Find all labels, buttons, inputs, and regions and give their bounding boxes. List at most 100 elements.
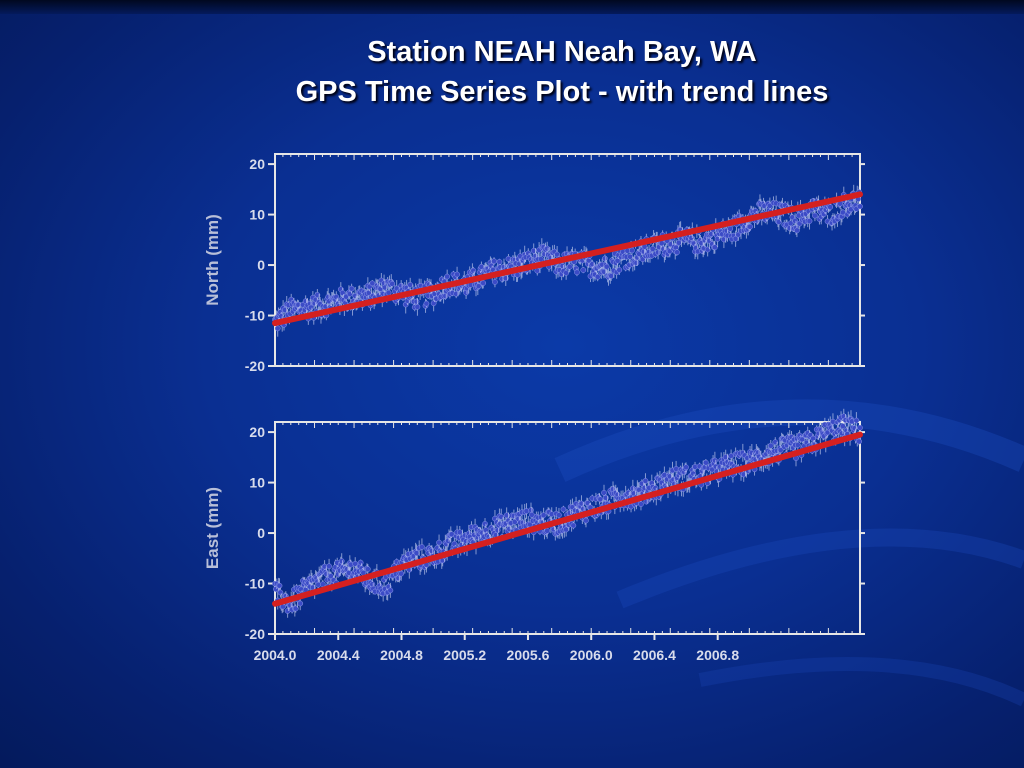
data-point — [528, 507, 534, 513]
data-point — [559, 263, 566, 269]
chart-panel-east: 20 10 0 -10 -20 East (mm) 2004.0 2004.4 2004.8 20… — [203, 408, 865, 663]
data-point — [364, 566, 371, 572]
data-point — [810, 435, 816, 442]
data-point — [498, 514, 505, 520]
data-point — [338, 558, 345, 564]
data-point — [603, 263, 610, 270]
data-point — [428, 548, 435, 554]
y-tick-label-east: 0 — [257, 525, 265, 541]
data-point — [563, 270, 569, 276]
x-tick-label: 2004.8 — [380, 647, 423, 663]
data-point — [274, 325, 281, 332]
data-point — [840, 423, 846, 430]
y-tick-label-north: 0 — [257, 257, 265, 273]
data-points-east — [272, 408, 863, 618]
data-point — [655, 249, 661, 256]
data-point — [594, 274, 601, 280]
data-point — [642, 478, 649, 484]
data-point — [683, 464, 689, 471]
y-axis-label-north: North (mm) — [203, 214, 222, 306]
x-tick-label: 2006.0 — [570, 647, 613, 663]
data-point — [856, 438, 862, 445]
data-point — [799, 436, 806, 443]
data-point — [382, 284, 388, 291]
data-point — [714, 236, 721, 242]
data-point — [722, 454, 729, 460]
y-tick-label-east: -10 — [245, 576, 265, 592]
data-point — [414, 304, 421, 310]
data-point — [308, 304, 314, 311]
data-point — [297, 600, 304, 607]
x-tick-label: 2004.0 — [254, 647, 297, 663]
slide-title-line-1: Station NEAH Neah Bay, WA — [367, 36, 757, 68]
data-point — [544, 527, 551, 534]
data-point — [398, 570, 405, 577]
data-point — [451, 541, 458, 547]
slide-title-line-2: GPS Time Series Plot - with trend lines — [295, 76, 829, 108]
data-point — [387, 587, 394, 594]
x-tick-label: 2005.6 — [507, 647, 550, 663]
data-point — [413, 550, 420, 556]
y-tick-label-north: 10 — [249, 207, 265, 223]
data-point — [570, 522, 577, 529]
data-point — [633, 259, 640, 266]
trend-line-north — [272, 191, 863, 327]
data-point — [772, 439, 779, 446]
data-point — [357, 559, 364, 566]
data-point — [703, 459, 709, 466]
data-point — [385, 289, 392, 296]
data-point — [326, 563, 332, 570]
data-point — [339, 290, 346, 296]
data-point — [482, 521, 488, 527]
data-point — [277, 589, 284, 596]
data-point — [436, 539, 442, 546]
data-point — [456, 529, 463, 536]
data-point — [853, 417, 860, 424]
data-point — [470, 267, 477, 274]
data-point — [649, 246, 656, 252]
x-tick-label: 2005.2 — [443, 647, 486, 663]
data-point — [502, 275, 509, 282]
slide-title: Station NEAH Neah Bay, WA GPS Time Serie… — [0, 32, 1024, 112]
data-point — [580, 267, 587, 273]
data-point — [857, 424, 863, 431]
data-point — [602, 494, 609, 501]
data-point — [492, 279, 498, 285]
data-point — [614, 257, 621, 264]
data-point — [767, 442, 774, 449]
y-axis-label-east: East (mm) — [203, 487, 222, 569]
data-point — [566, 263, 573, 270]
data-point — [534, 267, 541, 274]
data-point — [494, 527, 501, 534]
data-point — [454, 271, 460, 278]
data-point — [319, 581, 326, 588]
data-point — [727, 225, 734, 232]
y-tick-label-east: 10 — [249, 475, 265, 491]
data-point — [794, 227, 800, 234]
data-point — [794, 442, 801, 448]
data-point — [601, 489, 607, 496]
x-tick-label: 2006.8 — [696, 647, 739, 663]
y-tick-label-north: -20 — [245, 358, 265, 374]
data-point — [673, 244, 679, 251]
data-point — [597, 496, 604, 503]
data-point — [480, 280, 487, 286]
data-point — [496, 259, 503, 265]
data-point — [608, 273, 615, 279]
data-point — [560, 506, 567, 513]
data-point — [430, 300, 437, 307]
data-point — [616, 267, 623, 273]
data-point — [540, 512, 547, 519]
data-point — [483, 527, 489, 533]
data-point — [776, 219, 782, 225]
data-point — [530, 247, 537, 254]
data-point — [652, 485, 659, 491]
data-point — [629, 247, 635, 254]
data-point — [352, 560, 359, 567]
data-point — [444, 273, 451, 280]
data-point — [292, 605, 299, 612]
data-point — [556, 512, 562, 518]
x-tick-label: 2006.4 — [633, 647, 676, 663]
data-point — [812, 212, 818, 219]
